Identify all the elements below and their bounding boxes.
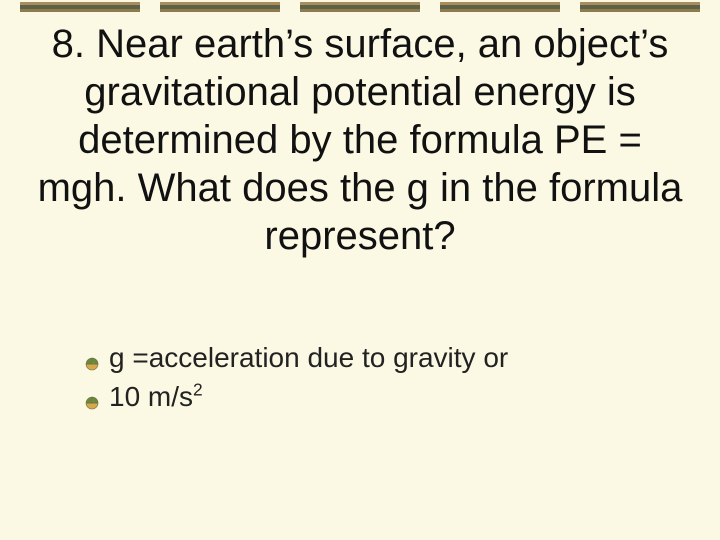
decor-block [300,2,420,12]
bullet-text: g =acceleration due to gravity or [109,340,508,375]
decor-block [160,2,280,12]
bullet-list: g =acceleration due to gravity or 10 m/s2 [85,340,680,418]
decor-block [580,2,700,12]
bullet-disc-icon [85,396,99,410]
decor-block [440,2,560,12]
decor-block [20,2,140,12]
bullet-item: 10 m/s2 [85,379,680,414]
bullet-disc-icon [85,357,99,371]
slide-title: 8. Near earth’s surface, an object’s gra… [30,20,690,260]
decor-row [20,2,700,14]
bullet-item: g =acceleration due to gravity or [85,340,680,375]
superscript: 2 [193,380,203,400]
bullet-text: 10 m/s2 [109,379,203,414]
